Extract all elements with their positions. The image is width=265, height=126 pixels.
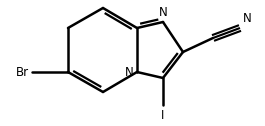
Text: I: I [161, 109, 165, 122]
Text: N: N [125, 66, 134, 78]
Text: Br: Br [16, 66, 29, 78]
Text: N: N [159, 6, 167, 19]
Text: N: N [243, 12, 252, 25]
